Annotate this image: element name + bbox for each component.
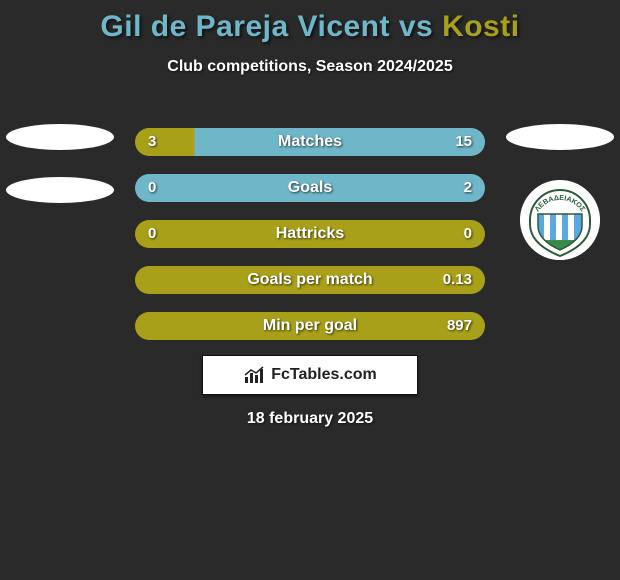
stat-value-left: 0 bbox=[148, 220, 156, 248]
date-label: 18 february 2025 bbox=[0, 410, 620, 428]
crest-svg: ΛΕΒΑΔΕΙΑΚΟΣ bbox=[520, 180, 600, 260]
stat-value-right: 15 bbox=[455, 128, 472, 156]
stat-label: Hattricks bbox=[135, 220, 485, 248]
stat-label: Min per goal bbox=[135, 312, 485, 340]
subtitle: Club competitions, Season 2024/2025 bbox=[0, 58, 620, 76]
club-crest: ΛΕΒΑΔΕΙΑΚΟΣ bbox=[520, 180, 600, 260]
stat-value-right: 0 bbox=[464, 220, 472, 248]
player-oval bbox=[6, 177, 114, 203]
player2-name: Kosti bbox=[442, 10, 520, 43]
player1-name: Gil de Pareja Vicent bbox=[100, 10, 390, 43]
brand-chart-icon bbox=[243, 365, 265, 385]
vs-separator: vs bbox=[390, 10, 442, 43]
stat-row: Min per goal897 bbox=[0, 304, 620, 350]
stat-value-left: 3 bbox=[148, 128, 156, 156]
stats-card: Gil de Pareja Vicent vs Kosti Club compe… bbox=[0, 0, 620, 580]
stat-value-right: 897 bbox=[447, 312, 472, 340]
stat-value-right: 0.13 bbox=[443, 266, 472, 294]
player-oval bbox=[6, 124, 114, 150]
stat-label: Goals bbox=[135, 174, 485, 202]
page-title: Gil de Pareja Vicent vs Kosti bbox=[0, 0, 620, 44]
brand-badge: FcTables.com bbox=[202, 355, 418, 395]
stat-label: Matches bbox=[135, 128, 485, 156]
stat-row: Goals per match0.13 bbox=[0, 258, 620, 304]
brand-text: FcTables.com bbox=[271, 366, 377, 384]
stat-value-left: 0 bbox=[148, 174, 156, 202]
stat-value-right: 2 bbox=[464, 174, 472, 202]
stat-label: Goals per match bbox=[135, 266, 485, 294]
player-oval bbox=[506, 124, 614, 150]
